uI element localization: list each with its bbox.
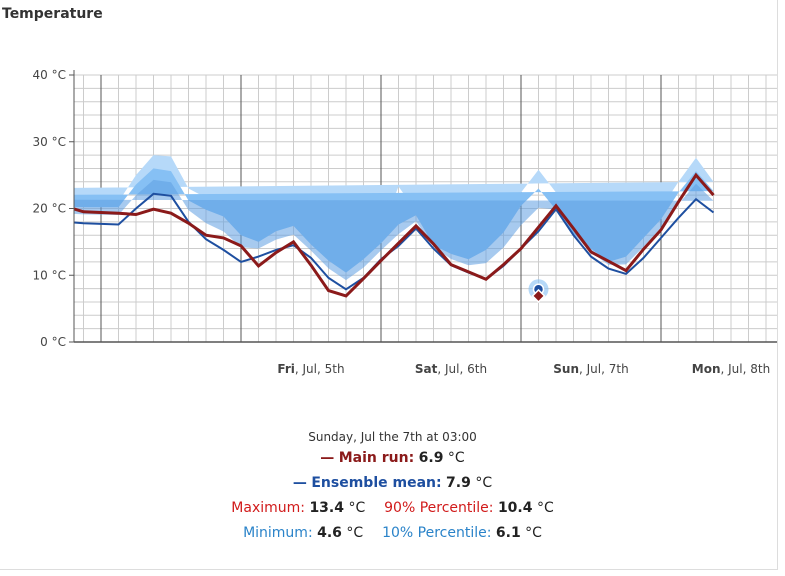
main-run-legend-dash: — — [320, 450, 335, 466]
tooltip-mean-row: — Ensemble mean: 7.9 °C — [0, 471, 785, 496]
x-tick-label: Mon, Jul, 8th — [692, 362, 770, 376]
p90-value: 10.4 — [497, 500, 533, 516]
ensemble-mean-label: Ensemble mean: — [311, 475, 442, 491]
tooltip-min-row: Minimum: 4.6 °C 10% Percentile: 6.1 °C — [0, 521, 785, 546]
x-tick-label: Sun, Jul, 7th — [553, 362, 628, 376]
p10-unit: °C — [525, 525, 542, 541]
maximum-unit: °C — [348, 500, 366, 516]
maximum-value: 13.4 — [309, 500, 344, 516]
p90-unit: °C — [536, 500, 554, 516]
inner-band — [74, 179, 714, 281]
y-tick-label: 20 °C — [33, 202, 66, 216]
main-run-value: 6.9 — [418, 450, 444, 466]
frame-border-bottom — [0, 569, 778, 570]
y-tick-label: 30 °C — [33, 135, 66, 149]
p90-label: 90% Percentile: — [384, 500, 494, 516]
main-run-line — [74, 172, 715, 298]
y-tick-label: 40 °C — [33, 68, 66, 82]
p10-value: 6.1 — [495, 525, 521, 541]
y-tick-label: 0 °C — [40, 335, 66, 349]
frame-border-right — [777, 0, 778, 570]
tooltip-time: Sunday, Jul the 7th at 03:00 — [308, 430, 477, 444]
ensemble-mean-unit: °C — [475, 475, 493, 491]
maximum-label: Maximum: — [231, 500, 305, 516]
x-tick-label: Sat, Jul, 6th — [415, 362, 487, 376]
x-tick-label: Fri, Jul, 5th — [277, 362, 344, 376]
series-lines — [74, 172, 715, 298]
main-run-label: Main run: — [338, 450, 415, 466]
temperature-chart[interactable]: 40 °C 30 °C 20 °C 10 °C 0 °C Fri, Jul, 5th Sat… — [0, 0, 785, 420]
p10-label: 10% Percentile: — [382, 525, 492, 541]
main-run-unit: °C — [447, 450, 465, 466]
axes: 40 °C 30 °C 20 °C 10 °C 0 °C Fri, Jul, 5th Sat… — [33, 68, 778, 376]
tooltip-main-row: — Main run: 6.9 °C — [0, 446, 785, 471]
minimum-label: Minimum: — [243, 525, 313, 541]
minimum-value: 4.6 — [317, 525, 342, 541]
y-tick-label: 10 °C — [33, 268, 66, 282]
chart-title: Temperature — [2, 6, 103, 22]
ensemble-mean-legend-dash: — — [292, 475, 307, 491]
tooltip-max-row: Maximum: 13.4 °C 90% Percentile: 10.4 °C — [0, 496, 785, 521]
ensemble-bands — [74, 155, 714, 281]
tooltip: Sunday, Jul the 7th at 03:00 — Main run:… — [0, 428, 785, 546]
highlight-markers — [528, 279, 549, 304]
minimum-unit: °C — [346, 525, 364, 541]
ensemble-mean-value: 7.9 — [446, 475, 471, 491]
main-run-marker — [531, 288, 546, 304]
